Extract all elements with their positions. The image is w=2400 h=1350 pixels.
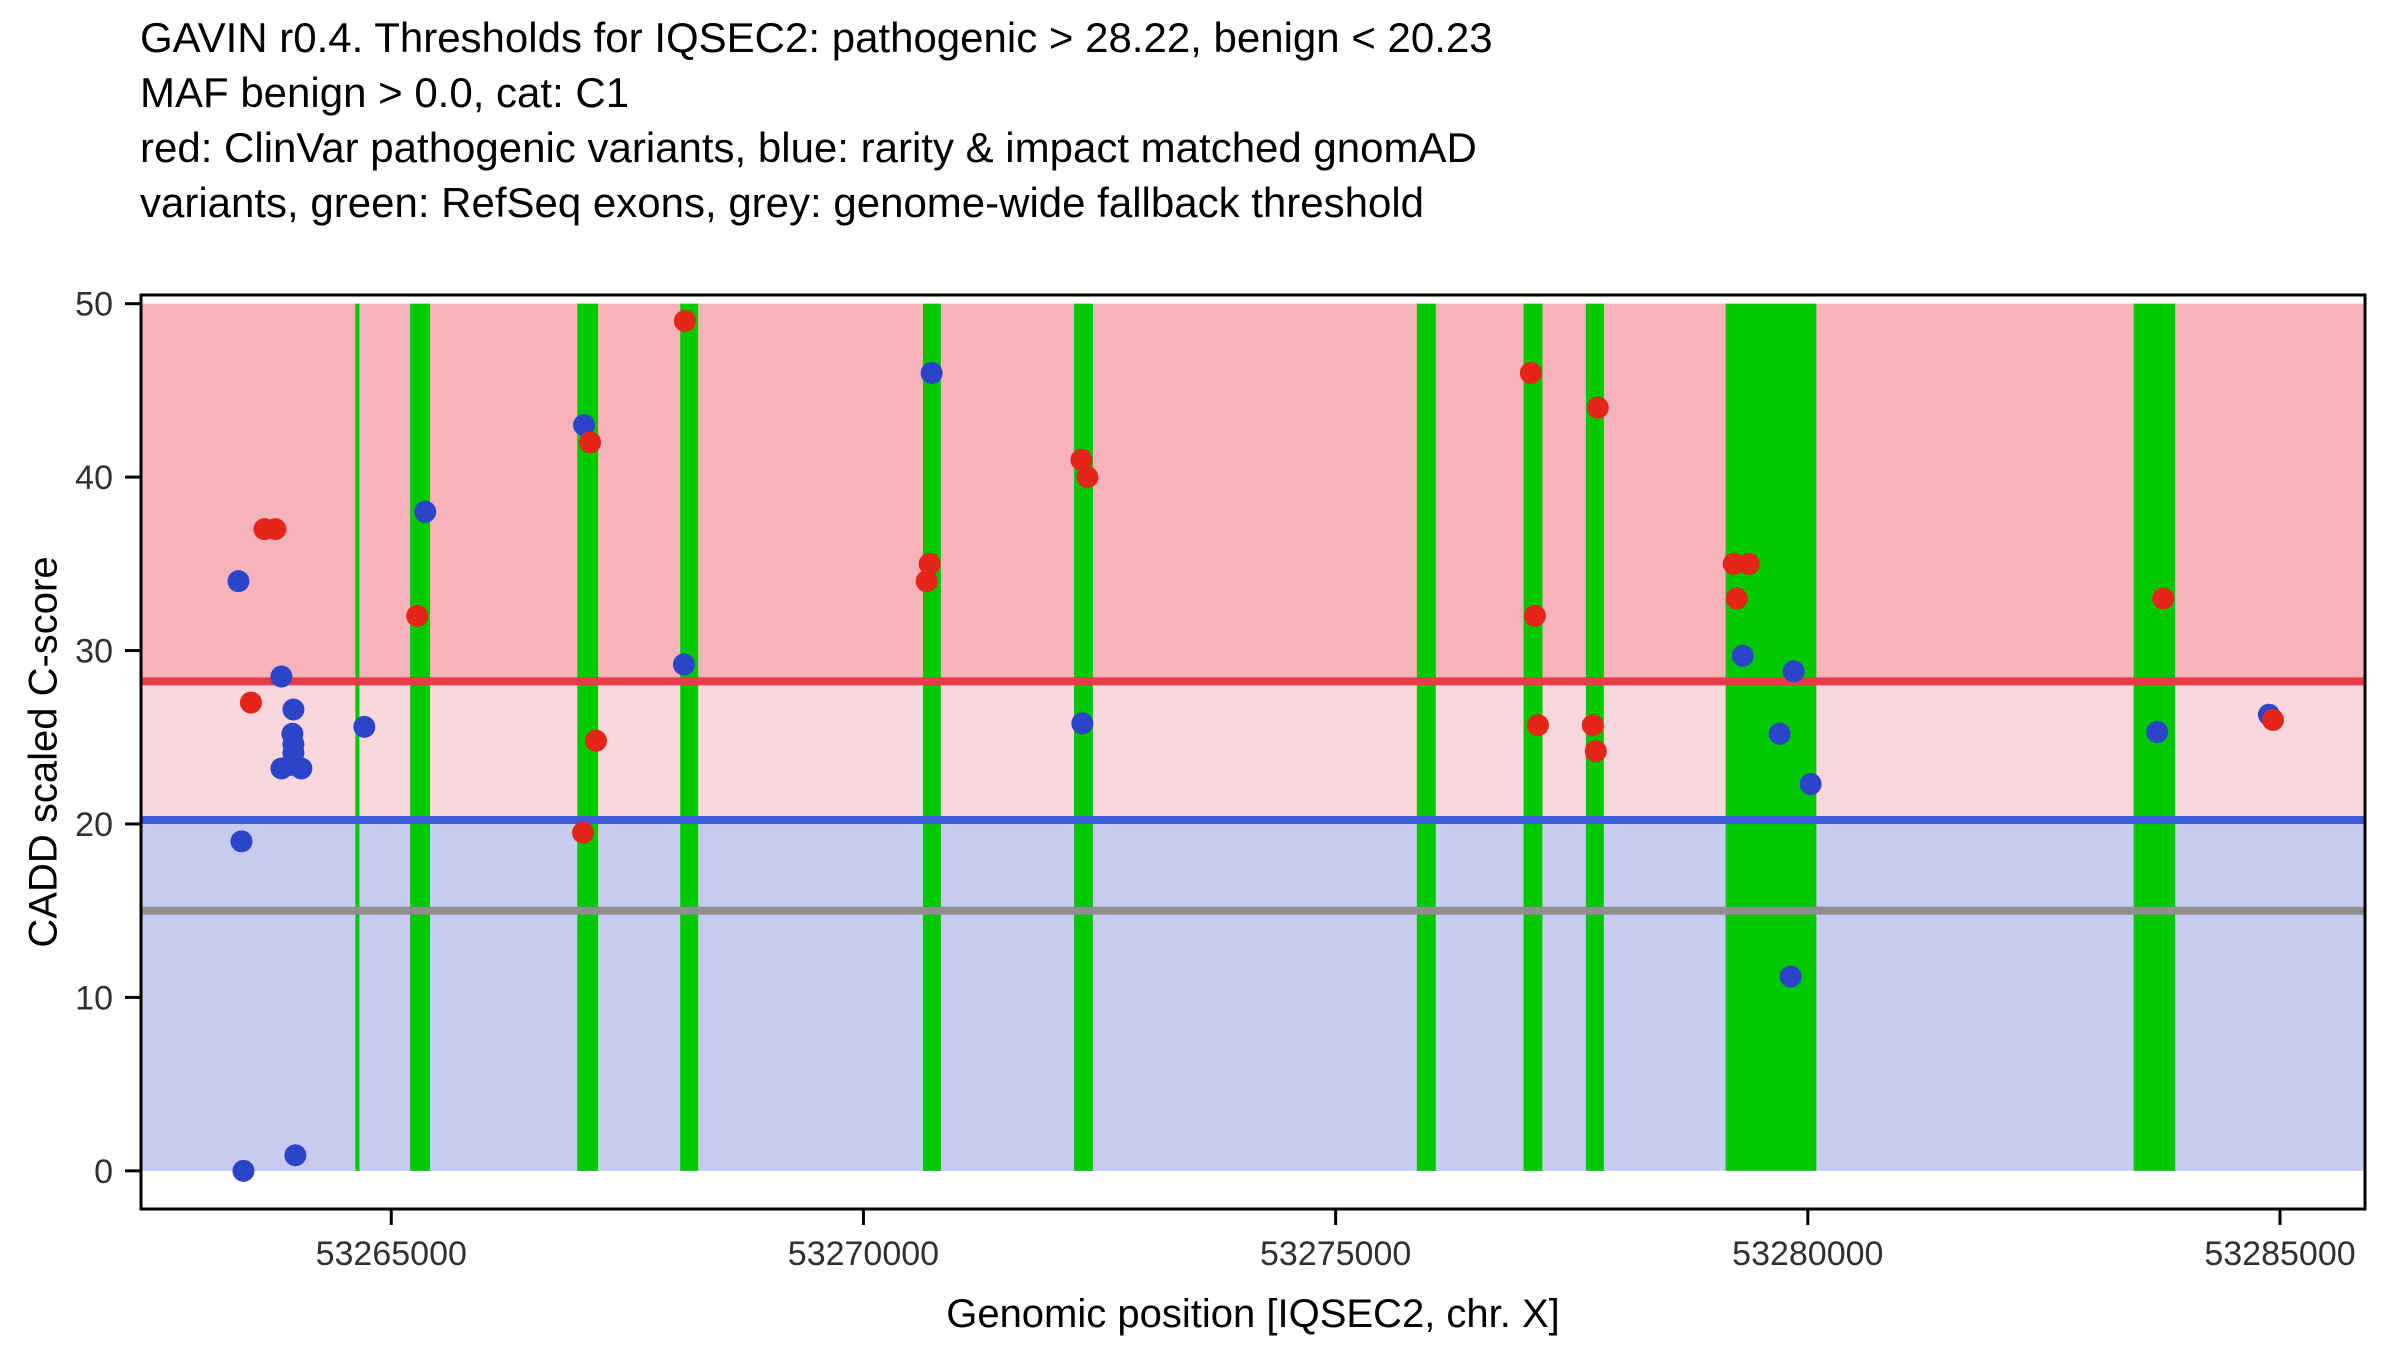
clinvar-pathogenic-point	[1523, 604, 1546, 627]
intermediate-region-band	[141, 681, 2365, 820]
title-line-1: GAVIN r0.4. Thresholds for IQSEC2: patho…	[140, 14, 1493, 61]
refseq-exon-band	[410, 303, 430, 1171]
clinvar-pathogenic-point	[918, 552, 941, 575]
y-tick-label: 30	[75, 633, 113, 671]
x-tick-label: 53280000	[1732, 1235, 1883, 1273]
clinvar-pathogenic-point	[1076, 466, 1099, 489]
clinvar-pathogenic-point	[572, 821, 595, 844]
refseq-exon-band	[1585, 303, 1604, 1171]
refseq-exon-band	[922, 303, 941, 1171]
benign-region-band	[141, 819, 2365, 1171]
clinvar-pathogenic-point	[1737, 552, 1760, 575]
clinvar-pathogenic-point	[1070, 448, 1093, 471]
refseq-exon-band	[1523, 303, 1543, 1171]
gnomad-variant-point	[672, 653, 695, 676]
refseq-exon-band	[680, 303, 699, 1171]
clinvar-pathogenic-point	[1519, 362, 1542, 385]
refseq-exon-band	[1074, 303, 1093, 1171]
clinvar-pathogenic-point	[239, 691, 262, 714]
clinvar-pathogenic-point	[406, 604, 429, 627]
clinvar-pathogenic-point	[1526, 714, 1549, 737]
x-tick-label: 53285000	[2204, 1235, 2355, 1273]
gnomad-variant-point	[1782, 660, 1805, 683]
gnomad-variant-point	[573, 414, 596, 437]
panel-border	[139, 293, 2367, 1211]
clinvar-pathogenic-point	[673, 310, 696, 333]
gnomad-variant-point	[1779, 965, 1802, 988]
clinvar-pathogenic-point	[1586, 396, 1609, 419]
gnomad-variant-point	[270, 665, 293, 688]
y-tick-label: 40	[75, 459, 113, 497]
x-tick-label: 53275000	[1260, 1235, 1411, 1273]
y-tick-label: 20	[75, 806, 113, 844]
gnomad-variant-point	[282, 698, 305, 721]
y-tick-label: 0	[94, 1153, 113, 1191]
gnomad-variant-point	[920, 362, 943, 385]
gnomad-variant-point	[1071, 712, 1094, 735]
gnomad-variant-point	[1799, 773, 1822, 796]
x-axis-title: Genomic position [IQSEC2, chr. X]	[946, 1292, 1560, 1336]
title-line-4: variants, green: RefSeq exons, grey: gen…	[140, 179, 1425, 226]
clinvar-pathogenic-point	[1725, 587, 1748, 610]
gnomad-variant-point	[1731, 644, 1754, 667]
gnomad-variant-point	[353, 715, 376, 738]
clinvar-pathogenic-point	[264, 518, 287, 541]
gnomad-variant-point	[414, 500, 437, 523]
plot-title-block: GAVIN r0.4. Thresholds for IQSEC2: patho…	[140, 10, 1493, 230]
title-line-2: MAF benign > 0.0, cat: C1	[140, 69, 630, 116]
clinvar-pathogenic-point	[1581, 714, 1604, 737]
gnomad-variant-point	[227, 570, 250, 593]
clinvar-pathogenic-point	[579, 431, 602, 454]
gnomad-variant-point	[270, 757, 293, 780]
clinvar-pathogenic-point	[915, 570, 938, 593]
clinvar-pathogenic-point	[1584, 740, 1607, 763]
gnomad-variant-point	[232, 1159, 255, 1182]
y-tick-label: 10	[75, 979, 113, 1017]
title-line-3: red: ClinVar pathogenic variants, blue: …	[140, 124, 1477, 171]
y-tick-label: 50	[75, 286, 113, 324]
refseq-exon-band	[355, 303, 360, 1171]
x-tick-label: 53270000	[788, 1235, 939, 1273]
gnomad-variant-point	[2146, 721, 2169, 744]
refseq-exon-band	[1416, 303, 1436, 1171]
x-tick-label: 53265000	[316, 1235, 467, 1273]
clinvar-pathogenic-point	[584, 729, 607, 752]
gnomad-variant-point	[290, 757, 313, 780]
gnomad-variant-point	[230, 830, 253, 853]
clinvar-pathogenic-point	[2152, 587, 2175, 610]
gnomad-variant-point	[1768, 722, 1791, 745]
gnomad-variant-point	[284, 1144, 307, 1167]
clinvar-pathogenic-point	[2262, 708, 2285, 731]
pathogenic-region-band	[141, 303, 2365, 682]
